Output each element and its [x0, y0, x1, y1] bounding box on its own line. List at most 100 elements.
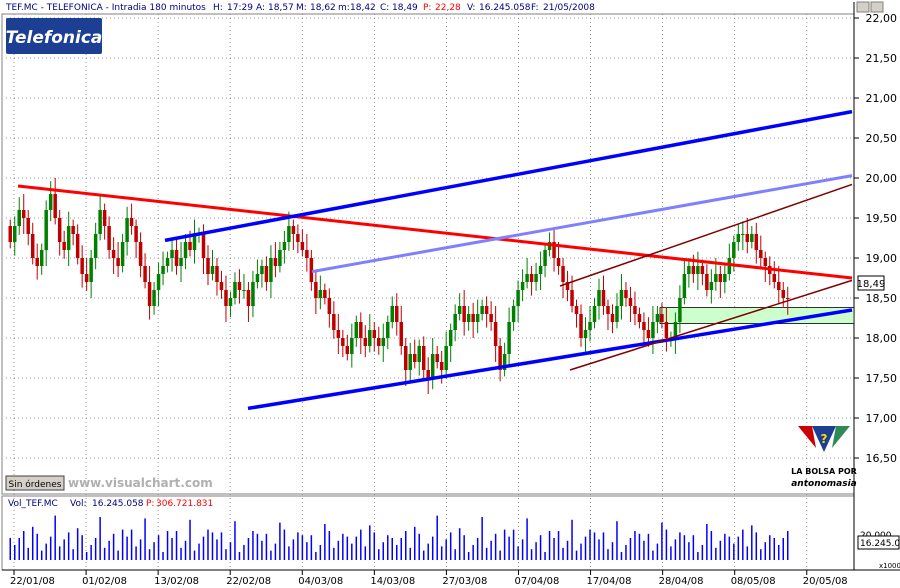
candle-body — [646, 330, 651, 338]
candle-body — [363, 338, 368, 346]
candle-body — [21, 210, 26, 218]
candle-body — [750, 234, 754, 242]
candle-body — [237, 282, 242, 290]
trendlines — [17, 109, 853, 411]
candle-body — [502, 354, 507, 370]
x-tick-label: 14/03/08 — [370, 576, 415, 587]
candle-body — [233, 282, 237, 298]
candle-body — [323, 290, 327, 298]
candle-body — [637, 314, 642, 322]
candle-body — [520, 282, 525, 290]
candle-body — [62, 242, 66, 250]
candle-body — [57, 218, 62, 242]
candle-body — [35, 258, 39, 266]
candle-body — [408, 354, 412, 370]
candle-body — [278, 250, 282, 266]
support-zone-rect — [659, 307, 855, 325]
candle-body — [480, 306, 484, 314]
y-tick-label: 22,00 — [866, 12, 898, 25]
candle-body — [201, 234, 206, 258]
last-price-label: 18,49 — [857, 279, 886, 290]
candle-body — [696, 266, 700, 274]
header-c-label: C: — [380, 3, 389, 13]
candle-body — [763, 258, 768, 266]
candle-body — [156, 274, 161, 290]
candle-body — [215, 266, 219, 282]
scroll-down-button[interactable] — [870, 1, 884, 13]
x-axis-ticks: 22/01/08 01/02/08 13/02/08 22/02/08 04/03/08… — [10, 570, 848, 587]
candle-body — [484, 306, 489, 314]
svg-text:?: ? — [821, 432, 828, 446]
candle-body — [444, 346, 448, 370]
candle-body — [66, 226, 71, 250]
watermark: www.visualchart.com — [68, 476, 213, 490]
support-line — [247, 308, 853, 411]
candle-body — [327, 298, 332, 314]
header-f-value: 21/05/2008 — [543, 3, 595, 13]
header-c-value: 18,49 — [392, 3, 418, 13]
header-h-label: H: — [213, 3, 223, 13]
candle-body — [296, 234, 300, 242]
candle-body — [777, 282, 781, 290]
candle-body — [511, 306, 516, 322]
candle-body — [601, 290, 606, 306]
candle-body — [660, 314, 664, 322]
sin-ordenes-button[interactable] — [5, 475, 65, 491]
volume-vol-label: Vol: — [70, 499, 87, 509]
scroll-up-button[interactable] — [856, 1, 870, 13]
candle-body — [390, 306, 395, 322]
short-channel-lower — [569, 279, 853, 371]
candle-body — [772, 274, 777, 282]
candle-body — [691, 266, 696, 274]
candle-body — [597, 290, 601, 306]
header-m-value: 18,62 — [310, 3, 336, 13]
candle-body — [457, 306, 462, 314]
y-tick-label: 18,50 — [866, 292, 898, 305]
candle-body — [412, 354, 417, 362]
candle-body — [588, 322, 592, 330]
candle-body — [282, 242, 287, 250]
candle-body — [44, 210, 48, 250]
y-tick-label: 18,00 — [866, 332, 898, 345]
x-tick-label: 22/01/08 — [10, 576, 55, 587]
support-zone — [659, 307, 855, 325]
candle-body — [745, 234, 750, 242]
candle-body — [71, 226, 75, 234]
volume-unit: x1000 — [879, 562, 900, 570]
candle-body — [462, 306, 466, 322]
header-p-value: 22,28 — [435, 3, 461, 13]
candle-body — [210, 266, 215, 274]
candle-body — [781, 290, 786, 298]
header-a-value: 18,57 — [268, 3, 294, 13]
candle-body — [269, 258, 273, 282]
candle-body — [179, 258, 183, 266]
candle-body — [606, 306, 610, 314]
x-tick-label: 08/05/08 — [731, 576, 776, 587]
candle-body — [574, 306, 579, 314]
candle-body — [732, 242, 736, 258]
volume-p-value: 306.721.831 — [156, 499, 213, 509]
candle-body — [736, 234, 741, 242]
candle-body — [714, 274, 718, 282]
candle-body — [93, 234, 98, 258]
x-tick-label: 17/04/08 — [587, 576, 632, 587]
candle-body — [26, 218, 30, 234]
candle-body — [174, 250, 179, 266]
candle-body — [242, 290, 246, 291]
candle-body — [642, 322, 646, 330]
y-tick-label: 21,00 — [866, 92, 898, 105]
candle-body — [341, 338, 345, 346]
candle-body — [471, 314, 475, 322]
candle-body — [309, 258, 314, 282]
candle-body — [80, 258, 84, 274]
candle-body — [565, 282, 570, 290]
candle-body — [610, 314, 615, 322]
candle-body — [583, 330, 588, 338]
candle-body — [332, 314, 336, 330]
candle-body — [192, 234, 197, 250]
brand-line1: LA BOLSA POR — [791, 467, 857, 476]
candle-body — [466, 314, 471, 322]
candle-body — [516, 290, 520, 306]
candle-body — [372, 330, 377, 338]
y-tick-label: 20,50 — [866, 132, 898, 145]
